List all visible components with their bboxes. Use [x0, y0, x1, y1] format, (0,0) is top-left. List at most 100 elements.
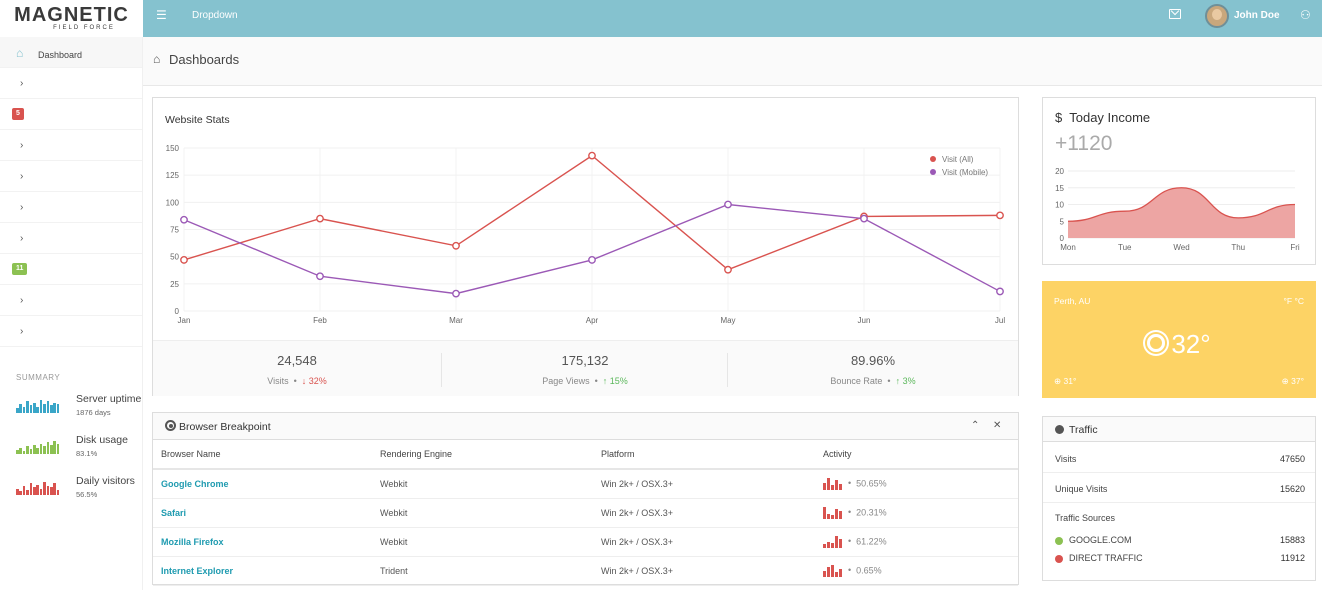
activity-cell: • 20.31% [815, 498, 1018, 528]
activity-bar [831, 484, 834, 490]
close-icon[interactable]: ✕ [993, 420, 1002, 431]
activity-value: 0.65% [856, 564, 882, 575]
legend-dot [1055, 537, 1063, 545]
data-point [316, 214, 324, 223]
sidebar-item[interactable]: › [0, 161, 142, 192]
browser-table: Browser Name Rendering Engine Platform A… [153, 440, 1018, 586]
activity-bar [823, 543, 826, 548]
browser-name-link[interactable]: Google Chrome [153, 469, 372, 499]
user-name[interactable]: John Doe [1234, 10, 1280, 21]
sidebar-item[interactable]: 11 [0, 254, 142, 285]
stat-label: Visits [267, 376, 289, 386]
rendering-engine-cell: Webkit [372, 469, 593, 499]
home-icon: ⌂ [16, 46, 24, 60]
column-header[interactable]: Rendering Engine [372, 440, 593, 470]
summary-heading: SUMMARY [16, 373, 61, 382]
activity-separator: • [848, 564, 857, 575]
traffic-panel: Traffic Visits 47650 Unique Visits 15620… [1042, 416, 1316, 581]
mail-icon[interactable] [1169, 9, 1181, 19]
browser-name-link[interactable]: Safari [153, 498, 372, 528]
avatar[interactable] [1205, 4, 1229, 28]
browser-name-link[interactable]: Mozilla Firefox [153, 527, 372, 557]
activity-bar [835, 508, 838, 519]
x-tick-label: Fri [1290, 243, 1300, 252]
y-tick-label: 20 [1055, 167, 1064, 176]
activity-bar [823, 506, 826, 519]
stats-footer: 24,548 Visits • ↓ 32% 175,132 Page Views… [153, 340, 1018, 396]
temperature-units[interactable]: °F °C [1283, 296, 1305, 306]
spark-bar [53, 483, 56, 495]
column-header[interactable]: Platform [593, 440, 815, 470]
users-icon[interactable]: ⚇ [1300, 8, 1311, 22]
sidebar-item-dashboard[interactable]: ⌂ Dashboard [0, 37, 142, 68]
data-point [180, 256, 188, 264]
data-point [588, 151, 596, 160]
activity-sparkline [823, 564, 843, 577]
sidebar-item[interactable]: › [0, 68, 142, 99]
sidebar-item[interactable]: › [0, 285, 142, 316]
low-temp: 31° [1063, 376, 1077, 386]
stat-value: 24,548 [277, 353, 317, 368]
high-icon: ⊕ [1281, 376, 1289, 386]
page-title: Dashboards [169, 52, 240, 67]
spark-bar [19, 447, 22, 454]
sidebar-item[interactable]: 5 [0, 99, 142, 130]
stat-label: Page Views [542, 376, 590, 386]
stat-label-row: Page Views • ↑ 15% [542, 376, 628, 386]
x-tick-label: Jul [995, 316, 1005, 325]
activity-separator: • [848, 506, 857, 517]
stat-bounce-rate: 89.96% Bounce Rate • ↑ 3% [729, 341, 1017, 397]
stat-label: Bounce Rate [830, 376, 883, 386]
spark-bar [43, 403, 46, 413]
chevron-right-icon: › [20, 202, 24, 213]
series-line [1067, 187, 1296, 222]
spark-bar [16, 407, 19, 413]
data-point [996, 211, 1004, 220]
dropdown-menu[interactable]: Dropdown [192, 10, 238, 21]
page-header: ⌂ Dashboards [143, 37, 1322, 86]
activity-bar [823, 570, 826, 577]
panel-title: Website Stats [165, 114, 230, 126]
y-tick-label: 0 [175, 307, 180, 316]
y-tick-label: 125 [166, 171, 180, 180]
column-header[interactable]: Activity [815, 440, 1018, 470]
activity-bar [839, 511, 842, 519]
activity-sparkline [823, 535, 843, 548]
collapse-icon[interactable]: ⌃ [971, 420, 980, 431]
summary-title: Server uptime [76, 393, 142, 405]
sidebar-item[interactable]: › [0, 223, 142, 254]
summary-value: 1876 days [76, 408, 111, 417]
summary-value: 56.5% [76, 490, 98, 499]
activity-cell: • 50.65% [815, 469, 1018, 499]
activity-bar [831, 514, 834, 519]
website-stats-chart: 0 25 50 75 100 125 150 Jan Feb Mar Apr May Jun Jul Vis… [166, 144, 1006, 325]
sidebar-item-label: Dashboard [38, 50, 83, 60]
sidebar-item[interactable]: › [0, 192, 142, 223]
legend-swatch [930, 156, 936, 162]
activity-cell: • 61.22% [815, 527, 1018, 557]
website-stats-panel: Website Stats 0 25 50 75 100 125 150 Jan Feb Mar A… [152, 97, 1019, 396]
column-header[interactable]: Browser Name [153, 440, 372, 470]
data-point [452, 241, 460, 250]
arrow-up-icon: ↑ [895, 376, 901, 386]
traffic-label: Visits [1055, 454, 1077, 464]
traffic-source-value: 15883 [1279, 535, 1305, 545]
spark-bar [26, 489, 29, 495]
sidebar-item[interactable]: › [0, 316, 142, 347]
y-tick-label: 25 [170, 280, 179, 289]
brand-name: MAGNETIC [14, 4, 129, 26]
x-tick-label: Thu [1231, 243, 1245, 252]
today-income-panel: $ Today Income +1120 0 5 10 15 20 Mon Tue Wed Th… [1042, 97, 1316, 265]
menu-toggle-icon[interactable]: ☰ [156, 8, 167, 22]
stat-visits: 24,548 Visits • ↓ 32% [153, 341, 441, 397]
spark-bar [50, 444, 53, 454]
sidebar-item[interactable]: › [0, 130, 142, 161]
spark-bar [56, 403, 60, 413]
browser-name-link[interactable]: Internet Explorer [153, 556, 372, 586]
activity-cell: • 0.65% [815, 556, 1018, 586]
data-point [860, 214, 868, 223]
brand-logo[interactable]: MAGNETIC FIELD FORCE [0, 0, 143, 37]
stat-change: 3% [902, 376, 916, 386]
traffic-source-label: DIRECT TRAFFIC [1069, 553, 1143, 563]
platform-cell: Win 2k+ / OSX.3+ [593, 469, 815, 499]
